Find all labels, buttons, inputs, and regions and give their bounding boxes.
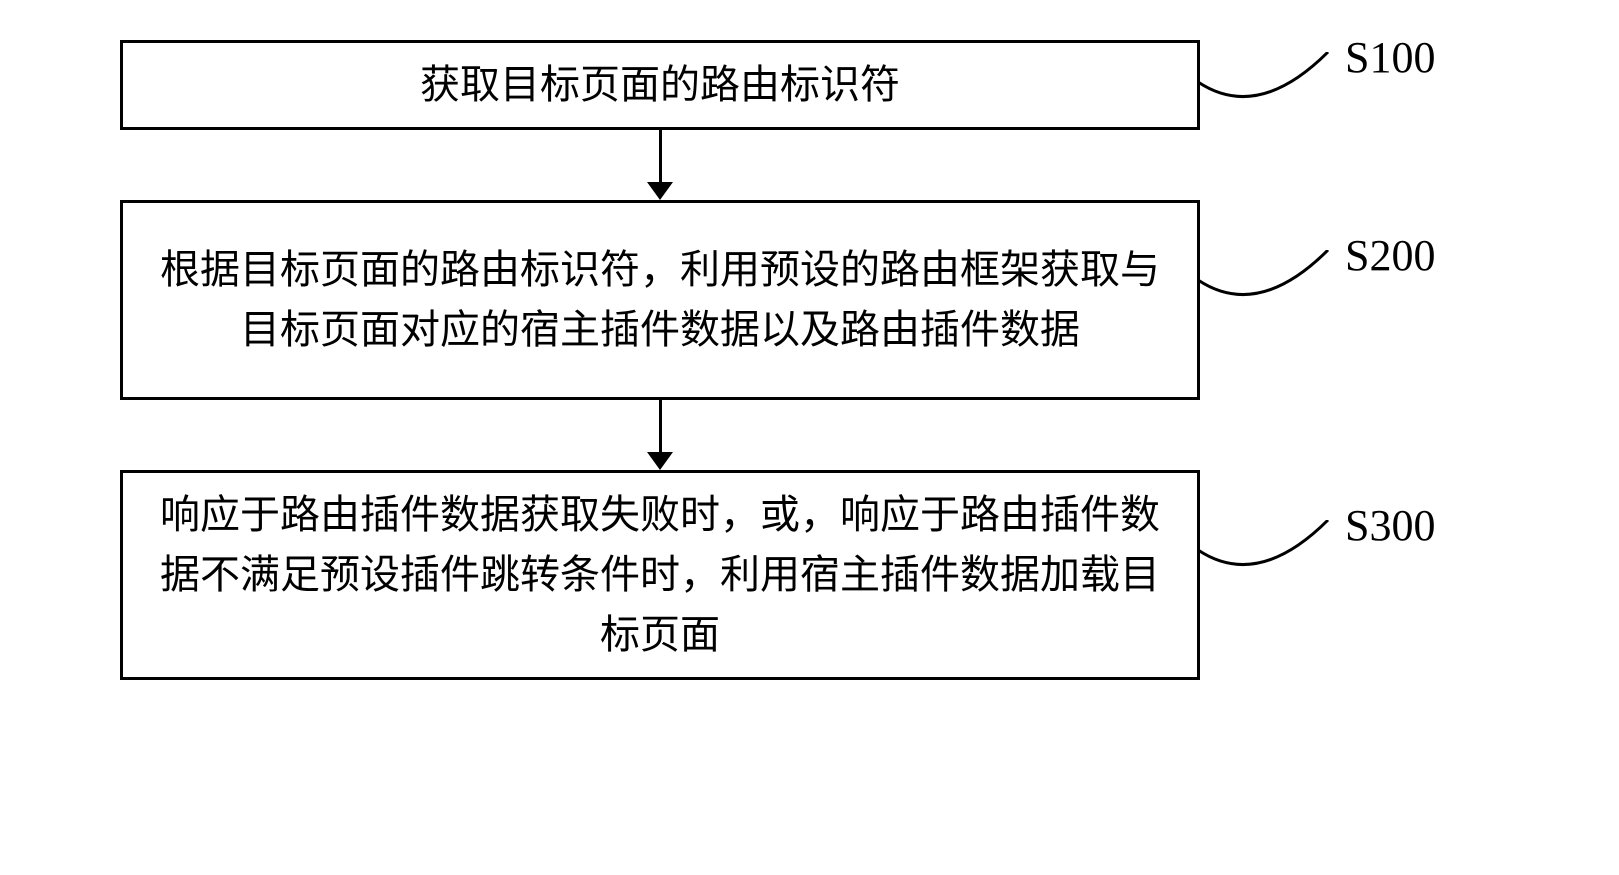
flowchart-container: 获取目标页面的路由标识符 S100 根据目标页面的路由标识符，利用预设的路由框架…	[120, 40, 1579, 680]
arrow-down-icon	[647, 452, 673, 470]
step-text-s300: 响应于路由插件数据获取失败时，或，响应于路由插件数据不满足预设插件跳转条件时，利…	[143, 485, 1177, 665]
step-row-s300: 响应于路由插件数据获取失败时，或，响应于路由插件数据不满足预设插件跳转条件时，利…	[120, 470, 1579, 680]
arrow-down-icon	[647, 182, 673, 200]
connector-curve-s200	[1198, 250, 1338, 310]
connector-2-3	[120, 400, 1200, 470]
step-box-s100: 获取目标页面的路由标识符	[120, 40, 1200, 130]
step-box-s200: 根据目标页面的路由标识符，利用预设的路由框架获取与目标页面对应的宿主插件数据以及…	[120, 200, 1200, 400]
connector-curve-s100	[1198, 52, 1338, 112]
connector-1-2	[120, 130, 1200, 200]
step-label-s300: S300	[1345, 500, 1435, 551]
step-label-s200: S200	[1345, 230, 1435, 281]
step-box-s300: 响应于路由插件数据获取失败时，或，响应于路由插件数据不满足预设插件跳转条件时，利…	[120, 470, 1200, 680]
arrow-line-icon	[659, 400, 662, 452]
step-label-s100: S100	[1345, 32, 1435, 83]
step-row-s100: 获取目标页面的路由标识符 S100	[120, 40, 1579, 130]
step-text-s100: 获取目标页面的路由标识符	[420, 55, 900, 115]
arrow-line-icon	[659, 130, 662, 182]
connector-curve-s300	[1198, 520, 1338, 580]
step-row-s200: 根据目标页面的路由标识符，利用预设的路由框架获取与目标页面对应的宿主插件数据以及…	[120, 200, 1579, 400]
step-text-s200: 根据目标页面的路由标识符，利用预设的路由框架获取与目标页面对应的宿主插件数据以及…	[143, 240, 1177, 360]
